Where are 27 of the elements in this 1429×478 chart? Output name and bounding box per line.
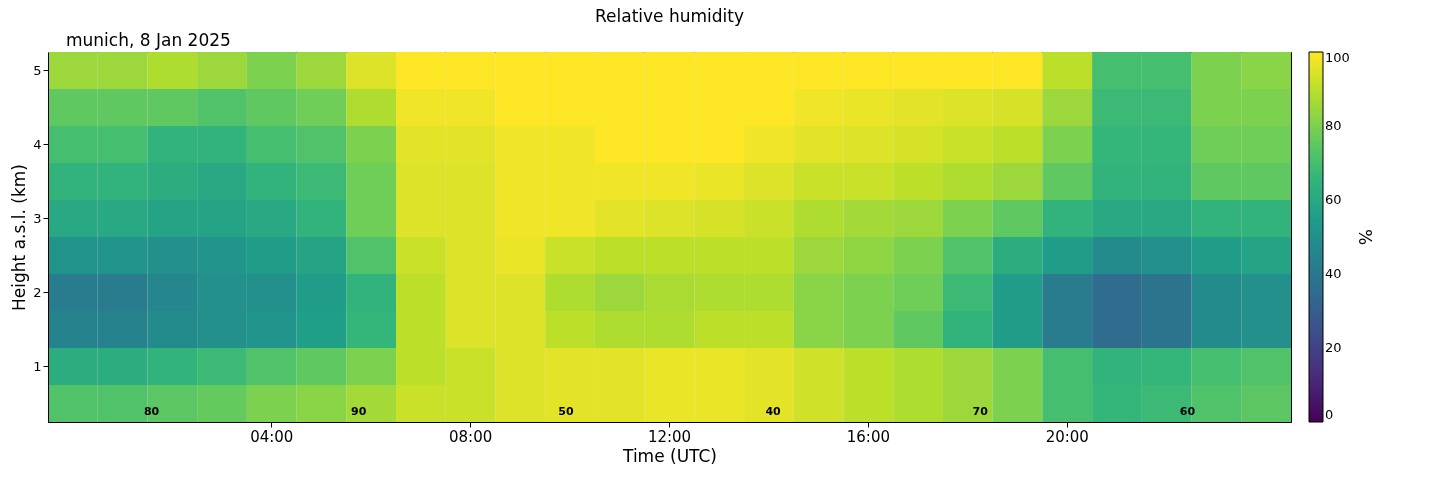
chart-title: Relative humidity: [594, 6, 745, 26]
annotation: 50: [558, 405, 574, 418]
annotation: 80: [143, 405, 160, 418]
x-tick-label: 20:00: [1045, 427, 1089, 446]
x-axis-title: Time (UTC): [622, 445, 717, 466]
annotation: 90: [351, 405, 367, 418]
annotation: 60: [1179, 405, 1196, 418]
color-bar-label: 80: [1325, 118, 1342, 133]
color-bar-label: 100: [1325, 50, 1350, 65]
x-tick-label: 04:00: [250, 427, 294, 446]
y-tick-label: 2: [33, 284, 42, 300]
color-bar-title: %: [1355, 228, 1375, 246]
x-tick-label: 08:00: [449, 427, 493, 446]
y-axis-title: Height a.s.l. (km): [9, 164, 30, 311]
y-tick-label: 1: [33, 358, 42, 374]
chart-subtitle: munich, 8 Jan 2025: [66, 30, 231, 50]
color-bar-label: 40: [1325, 266, 1342, 281]
x-tick-label: 12:00: [647, 427, 692, 446]
color-bar-label: 0: [1325, 407, 1334, 422]
y-tick-label: 3: [33, 210, 42, 226]
color-bar-label: 20: [1325, 340, 1342, 355]
color-bar-label: 60: [1325, 192, 1342, 207]
annotation: 70: [972, 405, 989, 418]
y-tick-label: 5: [33, 62, 42, 78]
y-tick-label: 4: [33, 136, 42, 152]
annotation: 40: [765, 405, 782, 418]
x-tick-label: 16:00: [846, 427, 890, 446]
